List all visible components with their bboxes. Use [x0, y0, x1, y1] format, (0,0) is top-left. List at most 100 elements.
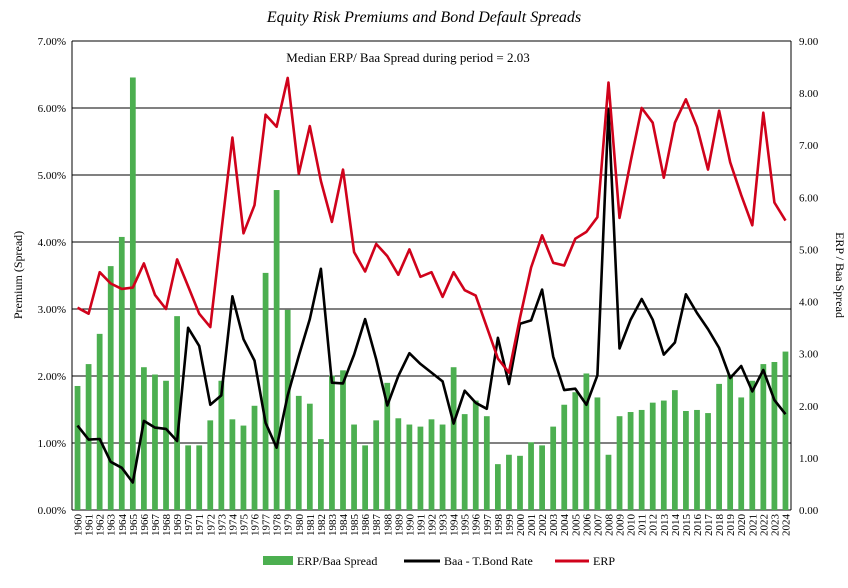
x-tick-label: 1979	[283, 514, 295, 537]
y-right-tick-label: 3.00	[799, 349, 819, 361]
bar	[671, 390, 678, 510]
x-tick-label: 1982	[316, 514, 328, 536]
bar	[705, 413, 711, 510]
median-annotation: Median ERP/ Baa Spread during period = 2…	[286, 50, 529, 65]
y-left-tick-label: 7.00%	[38, 36, 66, 48]
x-tick-label: 1961	[84, 514, 96, 536]
bar	[605, 454, 612, 510]
bar	[351, 424, 357, 510]
x-tick-label: 1999	[504, 514, 516, 537]
x-tick-label: 2003	[548, 514, 560, 537]
annotation-background	[258, 46, 558, 68]
y-left-tick-label: 1.00%	[38, 438, 66, 450]
axes: 0.00% 1.00% 2.00% 3.00% 4.00% 5.00% 6.00% 7.00%…	[38, 36, 819, 536]
bar	[528, 442, 534, 510]
bar	[428, 419, 435, 510]
bar	[107, 266, 114, 510]
x-tick-label: 1971	[194, 514, 206, 536]
bar	[185, 445, 192, 510]
y-right-tick-label: 1.00	[799, 453, 819, 465]
y-axis-right-label: ERP / Baa Spread	[833, 232, 847, 318]
bar	[727, 374, 734, 510]
bar	[218, 380, 225, 510]
x-tick-label: 1974	[227, 514, 239, 537]
bar	[594, 397, 601, 510]
bar	[207, 420, 214, 510]
legend-label: Baa - T.Bond Rate	[444, 554, 533, 568]
x-tick-label: 1984	[338, 514, 350, 537]
bar	[749, 380, 756, 510]
x-tick-label: 1994	[449, 514, 461, 537]
x-tick-label: 1995	[460, 514, 472, 537]
y-right-tick-label: 0.00	[799, 505, 819, 517]
y-right-tick-label: 8.00	[799, 88, 819, 100]
x-tick-label: 2016	[692, 514, 704, 537]
x-tick-label: 2015	[681, 514, 693, 537]
bar	[483, 416, 490, 510]
bar	[384, 382, 391, 510]
y-right-tick-label: 9.00	[799, 36, 819, 48]
x-tick-label: 2021	[747, 514, 759, 536]
bar	[395, 418, 402, 510]
x-tick-label: 1990	[404, 514, 416, 537]
x-tick-label: 2020	[736, 514, 748, 537]
x-tick-label: 1986	[360, 514, 372, 537]
bar	[539, 445, 545, 510]
y-right-tick-label: 2.00	[799, 401, 819, 413]
x-tick-label: 2019	[725, 514, 737, 537]
legend-label: ERP	[593, 554, 615, 568]
x-tick-label: 2012	[648, 514, 660, 536]
x-tick-label: 2008	[603, 514, 615, 537]
bar	[782, 351, 789, 510]
x-tick-label: 1992	[427, 514, 439, 536]
bar	[494, 464, 501, 510]
bar	[174, 316, 180, 510]
y-right-tick-label: 4.00	[799, 297, 819, 309]
x-tick-label: 2017	[703, 514, 715, 537]
x-tick-label: 2022	[758, 514, 770, 536]
y-left-tick-label: 2.00%	[38, 371, 66, 383]
bar	[284, 309, 291, 510]
x-tick-label: 1963	[106, 514, 118, 537]
legend-label: ERP/Baa Spread	[297, 554, 377, 568]
bar	[163, 380, 169, 510]
bar	[273, 190, 280, 510]
x-tick-label: 1962	[95, 514, 107, 536]
x-tick-label: 1968	[161, 514, 173, 537]
x-tick-label: 1983	[327, 514, 339, 537]
x-tick-label: 1988	[382, 514, 394, 537]
x-tick-label: 1993	[438, 514, 450, 537]
x-tick-label: 1966	[139, 514, 151, 537]
legend-swatch-bars	[263, 556, 293, 565]
x-tick-label: 2009	[615, 514, 627, 537]
bar	[550, 426, 557, 510]
bar	[760, 364, 767, 510]
bar	[683, 410, 689, 510]
bar	[638, 409, 645, 510]
x-tick-label: 2001	[526, 514, 538, 536]
y-left-tick-label: 3.00%	[38, 304, 66, 316]
x-tick-label: 1996	[471, 514, 483, 537]
x-tick-label: 2005	[570, 514, 582, 537]
bar	[340, 370, 346, 510]
bar	[318, 439, 324, 510]
x-tick-label: 2006	[581, 514, 593, 537]
x-tick-label: 1976	[250, 514, 262, 537]
bar	[362, 445, 369, 510]
bar	[649, 402, 656, 510]
chart-title: Equity Risk Premiums and Bond Default Sp…	[266, 9, 581, 26]
y-left-tick-label: 6.00%	[38, 103, 66, 115]
bar	[240, 425, 247, 510]
bar	[373, 420, 380, 510]
bar	[295, 395, 302, 510]
x-tick-label: 1985	[349, 514, 361, 537]
bar	[738, 397, 745, 510]
x-tick-label: 1965	[128, 514, 140, 537]
bar	[694, 409, 700, 510]
x-tick-label: 1978	[272, 514, 284, 537]
bar	[196, 445, 203, 510]
x-tick-label: 1987	[371, 514, 383, 537]
x-tick-label: 1967	[150, 514, 162, 537]
